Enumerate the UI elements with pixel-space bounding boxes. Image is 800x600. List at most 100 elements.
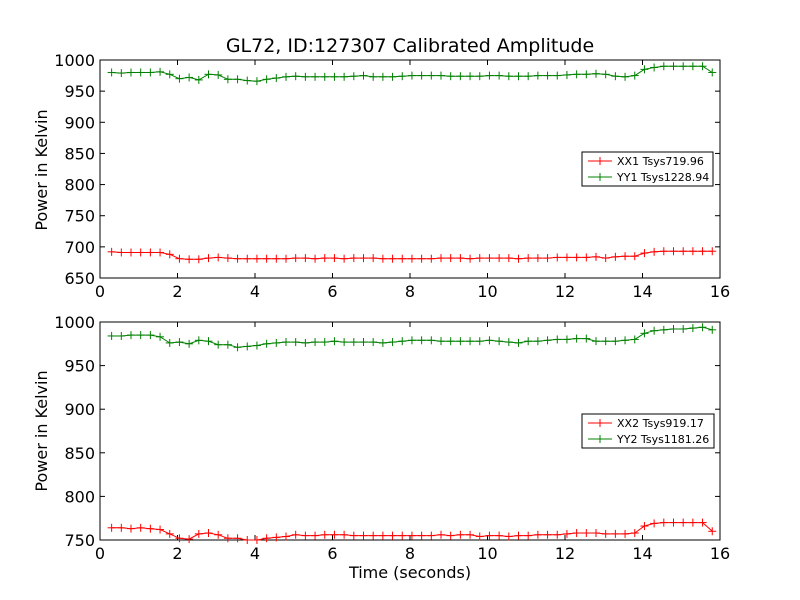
data-point [407, 254, 416, 263]
data-point [427, 254, 436, 263]
data-point [388, 254, 397, 263]
data-point [117, 331, 126, 340]
data-point [630, 335, 639, 344]
data-point [204, 337, 213, 346]
data-point [272, 74, 281, 83]
data-point [340, 530, 349, 539]
data-point [456, 337, 465, 346]
data-point [533, 254, 542, 263]
data-point [679, 324, 688, 333]
data-point [359, 531, 368, 540]
data-point [688, 324, 697, 333]
data-point [214, 340, 223, 349]
data-point [175, 74, 184, 83]
data-point [388, 72, 397, 81]
data-point [427, 336, 436, 345]
data-point [262, 534, 271, 543]
data-point [223, 75, 232, 84]
data-point [601, 337, 610, 346]
data-point [437, 254, 445, 263]
data-point [582, 70, 591, 79]
x-tick-label: 16 [710, 282, 730, 301]
data-point [243, 536, 252, 544]
legend-box [581, 413, 715, 449]
data-point [378, 531, 387, 540]
data-point [679, 247, 688, 256]
data-point [698, 247, 707, 256]
data-point [252, 536, 261, 544]
data-point [504, 532, 513, 541]
data-point [330, 254, 339, 263]
data-point [282, 72, 290, 81]
data-point [708, 68, 717, 77]
x-tick-label: 2 [172, 544, 182, 563]
data-point [214, 530, 223, 539]
data-point [572, 529, 581, 538]
data-point [514, 531, 523, 540]
data-point [398, 72, 407, 81]
data-point [252, 254, 261, 263]
data-point [630, 71, 639, 80]
data-point [553, 253, 562, 262]
data-point [117, 248, 126, 257]
data-point [136, 248, 145, 257]
data-point [533, 337, 542, 346]
data-point [301, 72, 310, 81]
data-point [417, 336, 426, 345]
data-point [407, 71, 416, 80]
data-point [640, 65, 649, 74]
data-point [330, 530, 339, 539]
data-point [185, 255, 194, 264]
data-point [165, 338, 174, 347]
legend-label: XX2 Tsys919.17 [617, 417, 704, 430]
data-point [698, 62, 707, 71]
data-point [543, 71, 552, 80]
y-tick-label: 750 [64, 531, 95, 550]
data-point [127, 248, 135, 257]
data-point [456, 72, 465, 81]
data-point [117, 69, 126, 78]
data-point [262, 339, 271, 348]
data-point [107, 331, 116, 340]
data-point [504, 254, 513, 263]
data-point [301, 531, 310, 540]
legend-label: YY1 Tsys1228.94 [616, 171, 709, 184]
data-point [485, 254, 494, 263]
data-point [562, 335, 571, 344]
data-point [165, 529, 174, 538]
data-point [582, 334, 591, 343]
data-point [107, 247, 116, 256]
data-point [562, 70, 571, 79]
y-tick-label: 1000 [54, 51, 95, 70]
data-point [223, 340, 232, 349]
data-point [127, 331, 135, 340]
data-point [165, 250, 174, 259]
data-point [320, 254, 329, 263]
data-point [378, 254, 387, 263]
data-point [562, 253, 571, 262]
data-point [388, 338, 397, 347]
data-point [688, 62, 697, 71]
data-point [514, 72, 523, 81]
y-tick-label: 750 [64, 207, 95, 226]
data-point [407, 336, 416, 345]
legend: XX2 Tsys919.17 YY2 Tsys1181.26 [581, 413, 715, 449]
data-point [659, 518, 668, 527]
data-point [572, 253, 581, 262]
data-point [311, 254, 320, 263]
data-point [514, 254, 523, 263]
data-point [621, 529, 630, 538]
data-point [688, 247, 697, 256]
legend-entry: YY1 Tsys1228.94 [588, 171, 709, 184]
data-point [688, 518, 697, 527]
data-point [398, 337, 407, 346]
data-point [417, 254, 426, 263]
data-point [562, 529, 571, 538]
data-point [446, 72, 455, 81]
data-point [388, 531, 397, 540]
data-point [301, 254, 310, 263]
data-point [369, 72, 378, 81]
data-point [175, 338, 184, 347]
data-point [504, 72, 513, 81]
y-tick-label: 1000 [54, 313, 95, 332]
